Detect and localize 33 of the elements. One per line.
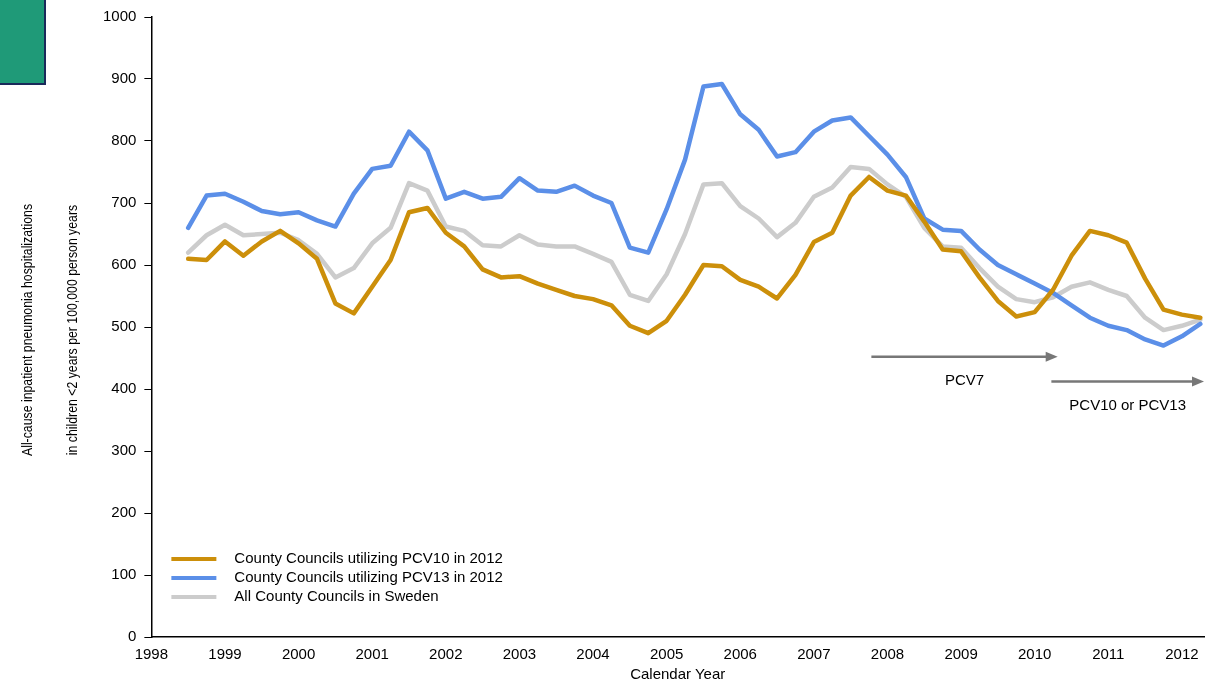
y-tick-label: 0 <box>128 627 137 645</box>
y-tick-label: 800 <box>111 131 137 149</box>
x-tick-label: 2001 <box>355 645 389 663</box>
y-tick-label: 300 <box>111 441 137 459</box>
x-tick-label: 2004 <box>576 645 610 663</box>
x-tick-label: 2007 <box>797 645 831 663</box>
y-tick-label: 100 <box>111 565 137 583</box>
y-tick-label: 400 <box>111 379 137 397</box>
x-tick-label: 2003 <box>502 645 537 663</box>
legend-label: County Councils utilizing PCV13 in 2012 <box>234 568 503 586</box>
legend-label: All County Councils in Sweden <box>234 587 439 605</box>
x-tick-label: 2010 <box>1018 645 1052 663</box>
x-tick-label: 1999 <box>208 645 242 663</box>
y-tick-label: 600 <box>111 255 137 273</box>
y-tick-label: 700 <box>111 193 137 211</box>
legend-label: County Councils utilizing PCV10 in 2012 <box>234 549 503 567</box>
annotation: PCV7 <box>944 370 985 388</box>
text: All-cause inpatient pneumonia hospitalizations in children <2 years per 100,000 person years <box>19 203 81 457</box>
x-tick-label: 2012 <box>1165 645 1199 663</box>
y-tick-label: 1000 <box>102 7 137 25</box>
y-tick-label: 200 <box>111 503 137 521</box>
x-tick-label: 1998 <box>134 645 169 663</box>
x-tick-label: 2008 <box>870 645 905 663</box>
y-tick-label: 500 <box>111 317 137 335</box>
x-tick-label: 2006 <box>723 645 757 663</box>
x-tick-label: 2000 <box>281 645 316 663</box>
y-tick-label: 900 <box>111 69 137 87</box>
x-axis-title: Calendar Year <box>630 665 726 683</box>
x-tick-label: 2009 <box>944 645 978 663</box>
x-tick-label: 2011 <box>1092 645 1125 663</box>
annotation: PCV10 or PCV13 <box>1069 395 1187 413</box>
x-tick-label: 2005 <box>649 645 684 663</box>
x-tick-label: 2002 <box>429 645 463 663</box>
